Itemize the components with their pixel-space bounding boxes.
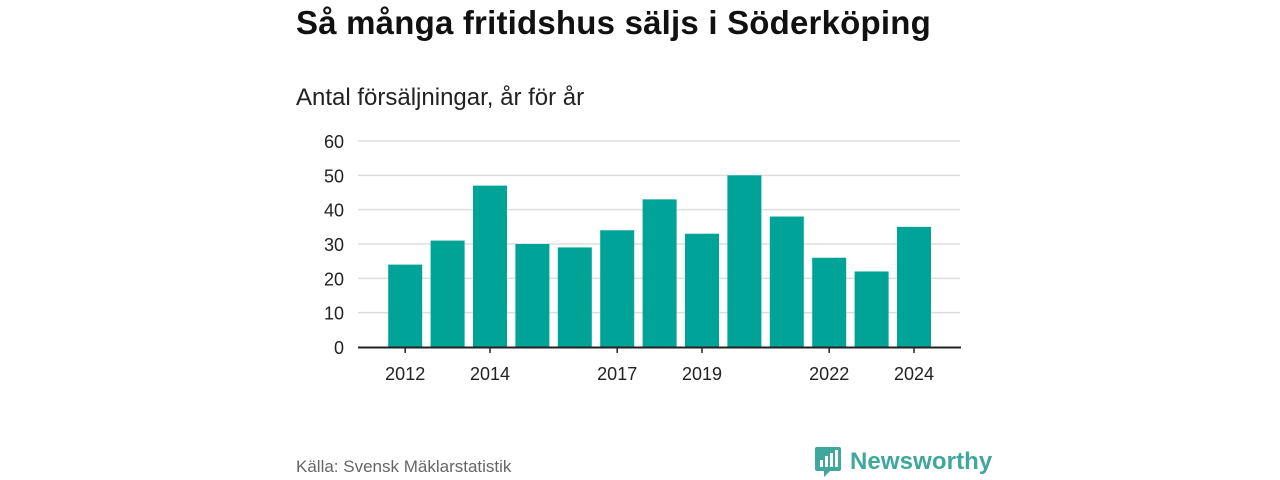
bar-2019: [685, 234, 719, 347]
bars: [388, 175, 931, 347]
y-tick-label: 60: [324, 132, 344, 152]
y-tick-label: 50: [324, 166, 344, 186]
x-tick-label: 2019: [682, 364, 722, 384]
y-tick-label: 0: [334, 338, 344, 358]
bar-2023: [855, 271, 889, 347]
bar-2015: [515, 244, 549, 347]
x-tick-label: 2014: [470, 364, 510, 384]
bar-2012: [388, 265, 422, 347]
bar-2014: [473, 186, 507, 347]
newsworthy-logo-icon: [814, 446, 842, 478]
axes: [358, 347, 961, 353]
y-tick-label: 20: [324, 269, 344, 289]
y-tick-label: 10: [324, 304, 344, 324]
bar-2016: [558, 247, 592, 347]
bar-2021: [770, 217, 804, 347]
brand-logo: Newsworthy: [814, 446, 992, 478]
bar-2024: [897, 227, 931, 347]
source-note: Källa: Svensk Mäklarstatistik: [296, 457, 511, 477]
x-tick-label: 2024: [894, 364, 934, 384]
x-tick-label: 2022: [809, 364, 849, 384]
x-tick-label: 2017: [597, 364, 637, 384]
bar-2017: [600, 230, 634, 347]
bar-2020: [727, 175, 761, 347]
x-tick-label: 2012: [385, 364, 425, 384]
bar-2018: [643, 199, 677, 347]
brand-name: Newsworthy: [850, 448, 992, 476]
y-tick-label: 30: [324, 235, 344, 255]
y-tick-label: 40: [324, 201, 344, 221]
bar-2013: [431, 241, 465, 347]
bar-2022: [812, 258, 846, 347]
